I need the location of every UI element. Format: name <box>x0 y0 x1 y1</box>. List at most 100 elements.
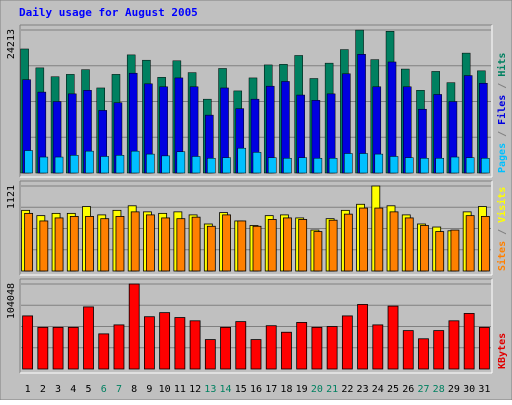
day-19-bars <box>294 55 307 174</box>
kbytes-bar <box>235 321 247 370</box>
day-9-bars <box>144 316 155 370</box>
series-legend-label: Sites / Visits <box>496 187 508 271</box>
day-29-bars <box>446 82 460 174</box>
pages-bar <box>146 153 155 174</box>
pages-bar <box>70 155 79 174</box>
sites-bar <box>328 219 338 272</box>
sites-bar <box>343 213 353 272</box>
pages-bar <box>465 157 475 174</box>
day-18-bars <box>281 331 292 370</box>
day-13-bars <box>203 223 216 272</box>
kbytes-bar <box>67 326 79 370</box>
sites-bar <box>252 225 262 272</box>
pages-bar <box>389 156 399 174</box>
day-29-bars <box>447 229 460 272</box>
legend-part: / <box>497 125 508 143</box>
day-label: 24 <box>372 384 384 395</box>
pages-bar <box>481 157 490 174</box>
day-25-bars <box>385 31 399 174</box>
day-23-bars <box>357 304 368 370</box>
kbytes-bar <box>220 326 231 370</box>
day-label: 30 <box>463 384 475 395</box>
sites-bar <box>39 220 49 272</box>
day-16-bars <box>248 77 262 174</box>
day-17-bars <box>265 325 277 370</box>
day-label: 3 <box>55 384 61 395</box>
pages-bar <box>313 157 323 174</box>
pages-bar <box>39 156 49 174</box>
kbytes-bar <box>52 326 64 370</box>
sites-bar <box>161 217 171 272</box>
day-17-bars <box>264 215 277 272</box>
day-24-bars <box>370 59 384 174</box>
day-28-bars <box>431 71 444 174</box>
day-4-bars <box>67 326 79 370</box>
day-25-bars <box>386 205 399 272</box>
pages-bar <box>24 150 33 174</box>
pages-bar <box>450 156 460 174</box>
sites-bar <box>85 216 94 272</box>
day-label: 8 <box>131 384 137 395</box>
sites-bar <box>313 231 323 272</box>
day-12-bars <box>189 320 201 370</box>
sites-bar <box>435 231 445 272</box>
pages-bar <box>359 153 368 174</box>
day-26-bars <box>401 214 414 272</box>
pages-bar <box>283 157 292 174</box>
day-20-bars <box>311 326 323 370</box>
day-30-bars <box>463 313 475 370</box>
day-6-bars <box>98 333 110 370</box>
sites-bar <box>480 216 490 272</box>
day-16-bars <box>249 225 262 272</box>
day-7-bars <box>113 324 125 370</box>
day-3-bars <box>51 212 64 272</box>
kbytes-bar <box>311 326 323 370</box>
day-7-bars <box>111 74 125 174</box>
day-label: 15 <box>235 384 247 395</box>
day-label: 1 <box>25 384 31 395</box>
sites-bar <box>54 217 64 272</box>
sites-bar <box>115 216 125 272</box>
day-16-bars <box>250 339 262 370</box>
kbytes-bar <box>478 326 490 370</box>
kbytes-bar <box>448 320 460 370</box>
pages-bar <box>100 156 109 174</box>
day-14-bars <box>218 68 231 174</box>
sites-bar <box>359 207 368 272</box>
day-24-bars <box>371 185 384 272</box>
legend-part: Visits <box>496 187 508 223</box>
day-label: 11 <box>174 384 186 395</box>
day-15-bars <box>235 321 247 370</box>
day-5-bars <box>82 206 94 272</box>
day-30-bars <box>462 211 475 272</box>
day-22-bars <box>341 315 353 370</box>
day-2-bars <box>36 215 49 272</box>
day-8-bars <box>128 283 140 370</box>
kbytes-bar <box>113 324 125 370</box>
day-label: 5 <box>86 384 92 395</box>
day-8-bars <box>127 205 140 272</box>
day-label: 25 <box>387 384 399 395</box>
pages-bar <box>237 147 247 174</box>
day-8-bars <box>126 54 140 174</box>
legend-part: / <box>497 77 508 95</box>
day-11-bars <box>172 60 186 174</box>
day-2-bars <box>37 326 49 370</box>
kbytes-bar <box>402 330 414 370</box>
day-14-bars <box>220 326 231 370</box>
day-11-bars <box>173 211 186 272</box>
day-label: 17 <box>265 384 277 395</box>
kbytes-bar <box>296 322 308 370</box>
kbytes-bar <box>387 305 399 370</box>
day-label: 22 <box>341 384 353 395</box>
sites-bar <box>24 212 34 272</box>
kbytes-bar <box>341 315 353 370</box>
legend-part: / <box>497 223 508 241</box>
sites-bar <box>450 229 460 272</box>
kbytes-bar <box>326 326 338 370</box>
kbytes-bar <box>433 330 445 370</box>
day-29-bars <box>448 320 460 370</box>
y-max-label: 1121 <box>6 185 17 209</box>
day-19-bars <box>295 217 308 272</box>
